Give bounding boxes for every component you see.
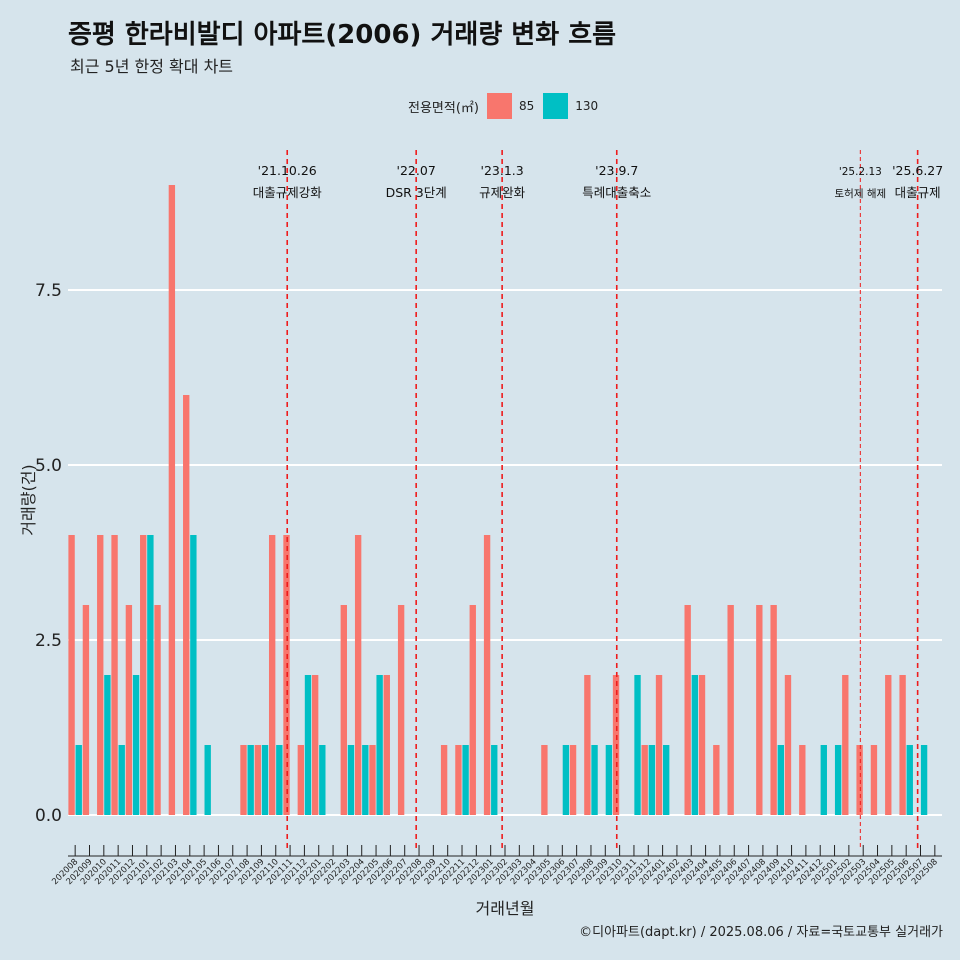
event-date: '21.10.26 [258,163,317,178]
event-date: '25.2.13 [839,166,882,178]
bar-130-202104 [190,535,197,815]
bar-85-202307 [569,745,577,815]
bar-130-202506 [906,745,913,815]
bar-85-202109 [254,745,262,815]
bar-130-202412 [820,745,827,815]
bar-85-202009 [82,605,90,815]
bar-85-202405 [713,745,720,815]
bar-85-202102 [154,605,161,815]
event-date: '23.9.7 [595,163,638,178]
bar-85-202502 [842,675,849,815]
bar-85-202305 [541,745,548,815]
bar-85-202411 [799,745,806,815]
bar-130-202110 [276,745,283,815]
bar-85-202308 [584,675,591,815]
y-tick-label: 2.5 [35,631,62,651]
bar-130-202401 [663,745,670,815]
bar-85-202201 [311,675,319,815]
bar-130-202309 [605,745,613,815]
bar-85-202203 [340,605,347,815]
bar-85-202504 [870,745,878,815]
bar-85-202103 [168,185,176,815]
bar-85-202506 [899,675,906,815]
bar-130-202507 [920,745,928,815]
bar-85-202101 [140,535,147,815]
bar-130-202205 [376,675,383,815]
bar-85-202204 [354,535,362,815]
bar-85-202212 [469,605,476,815]
event-label: 규제완화 [479,185,526,200]
legend-title: 전용면적(㎡) [408,100,479,116]
bar-85-202401 [655,675,663,815]
bar-85-202211 [455,745,462,815]
legend-key-85 [486,93,512,119]
y-tick-label: 0.0 [35,806,62,826]
event-label: 토허제 해제 [835,187,887,200]
bar-85-202408 [756,605,763,815]
bar-130-202010 [104,675,111,815]
bar-130-202105 [204,745,211,815]
bar-130-202211 [462,745,469,815]
event-label: 특례대출축소 [582,185,651,200]
bar-85-202104 [183,395,190,815]
bar-85-202503 [856,745,863,815]
bar-130-202011 [118,745,125,815]
event-label: 대출규제강화 [253,185,323,200]
bar-85-202110 [268,535,276,815]
bar-85-202403 [684,605,691,815]
legend-label-130: 130 [575,99,599,113]
legend: 전용면적(㎡) 85 130 [408,93,607,119]
bar-85-202207 [397,605,405,815]
bar-130-202301 [491,745,498,815]
y-axis-title: 거래량(건) [19,464,38,535]
bar-130-202306 [562,745,570,815]
bar-130-202312 [648,745,656,815]
event-label: DSR 3단계 [386,185,447,200]
bar-130-202008 [75,745,82,815]
bar-85-202409 [770,605,777,815]
y-tick-label: 5.0 [35,456,62,476]
x-axis-title: 거래년월 [476,899,535,918]
bar-85-202404 [698,675,706,815]
bar-85-202210 [440,745,448,815]
bar-85-202112 [297,745,305,815]
bar-85-202011 [111,535,118,815]
bar-130-202204 [362,745,369,815]
bar-85-202108 [240,745,247,815]
bar-85-202312 [641,745,648,815]
bar-85-202410 [784,675,792,815]
chart-title: 증평 한라비발디 아파트(2006) 거래량 변화 흐름 [68,20,617,50]
event-date: '23.1.3 [481,163,524,178]
bar-85-202010 [97,535,104,815]
event-date: '25.6.27 [892,163,943,178]
event-date: '22.07 [397,163,436,178]
source-caption: ©디아파트(dapt.kr) / 2025.08.06 / 자료=국토교통부 실… [579,925,943,940]
bar-85-202008 [68,535,75,815]
bar-130-202201 [319,745,326,815]
bar-130-202101 [147,535,154,815]
bar-130-202501 [834,745,842,815]
bar-85-202206 [383,675,390,815]
bar-130-202108 [247,745,254,815]
legend-key-130 [543,93,569,119]
bar-130-202311 [634,675,641,815]
chart-subtitle: 최근 5년 한정 확대 차트 [70,57,234,76]
legend-label-85: 85 [518,99,535,113]
y-tick-label: 7.5 [35,281,62,301]
bar-130-202203 [347,745,355,815]
bar-130-202409 [777,745,784,815]
bar-130-202403 [691,675,699,815]
bar-85-202505 [885,675,892,815]
bar-130-202308 [591,745,598,815]
event-label: 대출규제 [895,185,941,200]
bar-85-202205 [369,745,376,815]
bar-85-202012 [125,605,133,815]
bar-130-202012 [132,675,140,815]
bar-130-202112 [304,675,312,815]
bar-85-202301 [483,535,491,815]
bar-85-202406 [727,605,734,815]
bar-130-202109 [261,745,269,815]
